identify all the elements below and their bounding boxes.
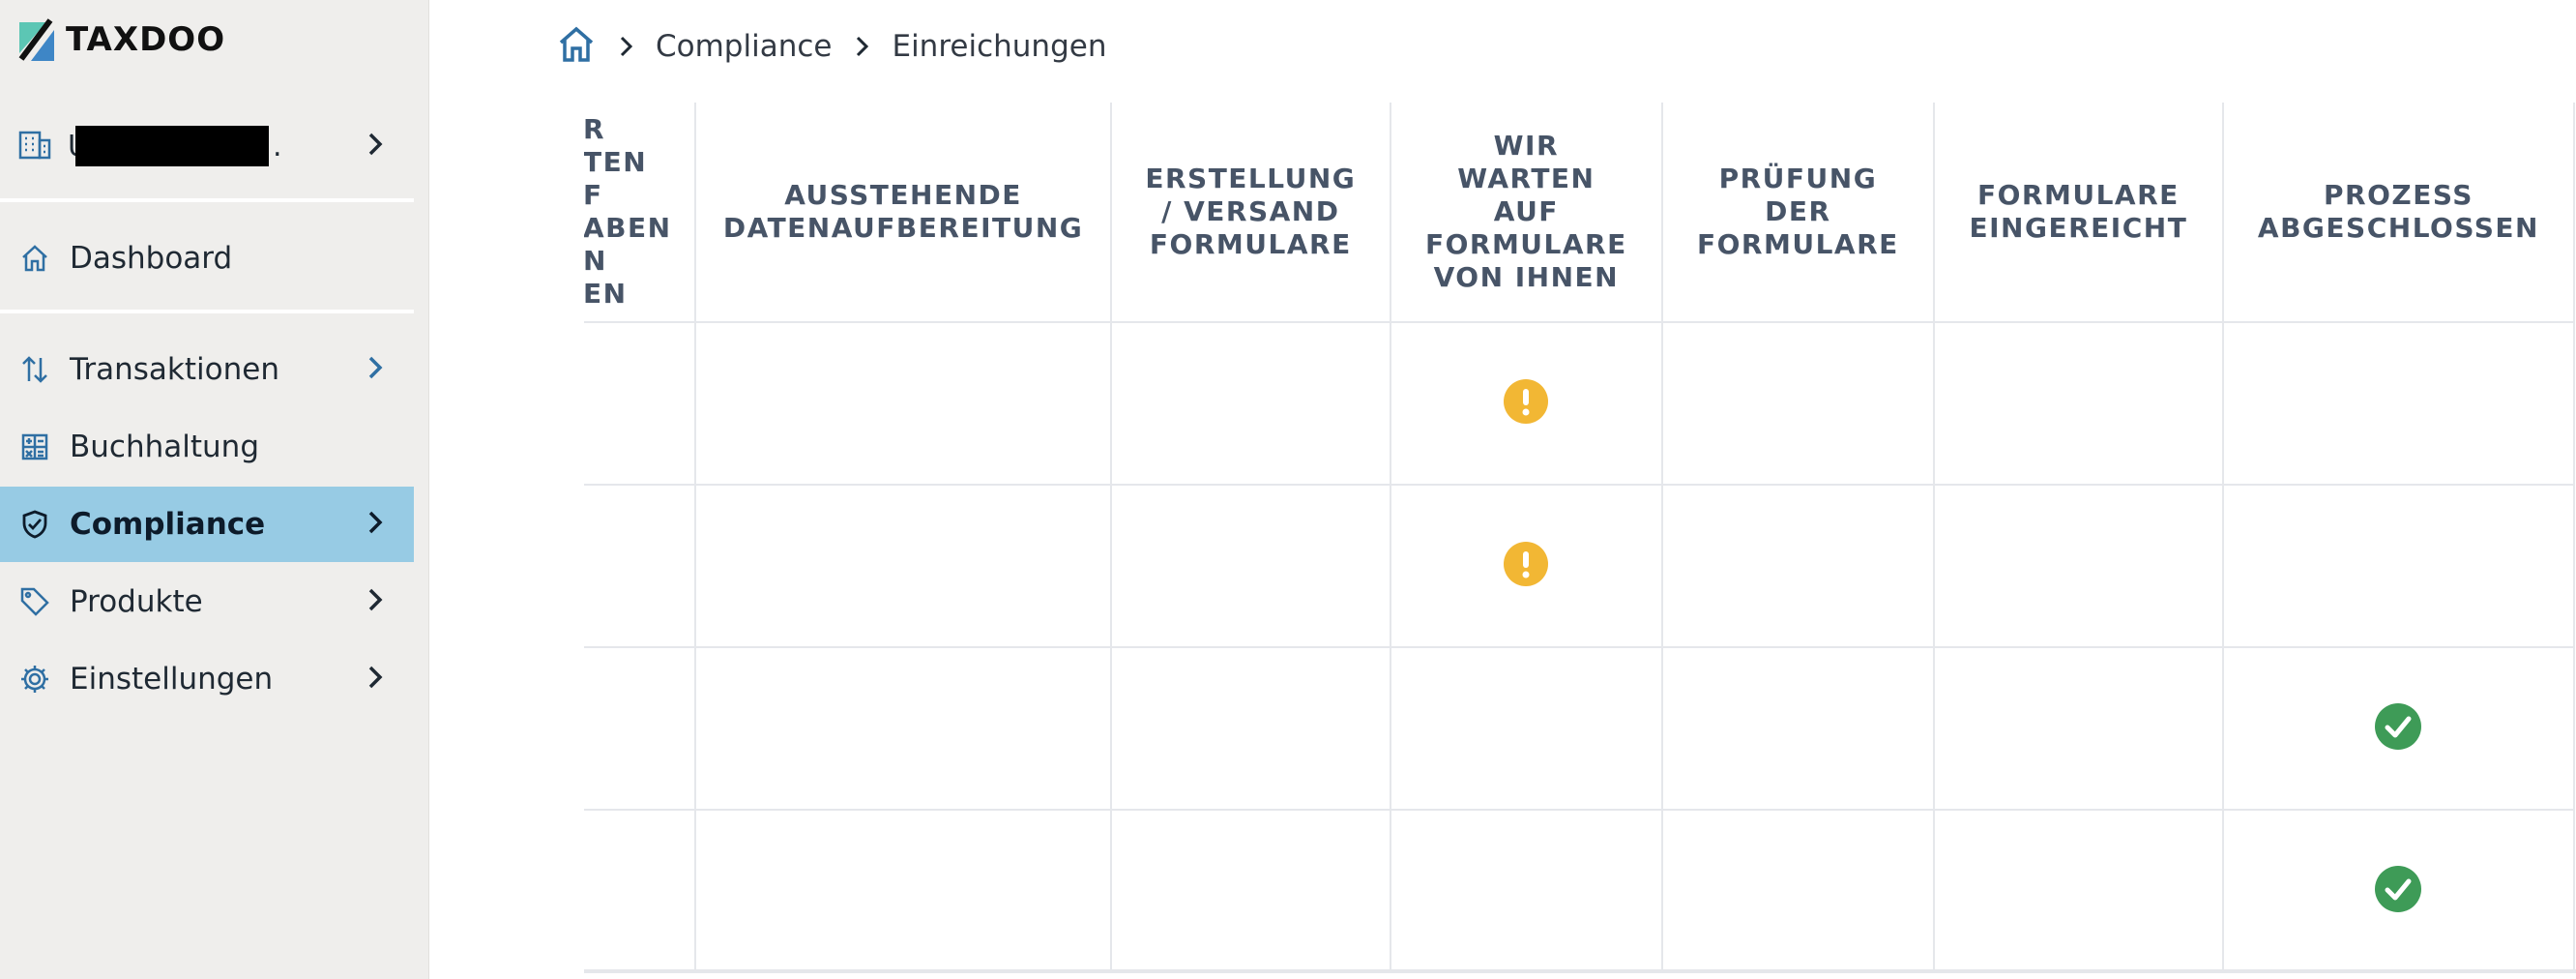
- chevron-right-icon: [366, 509, 385, 540]
- sidebar-item-label: Compliance: [70, 507, 266, 542]
- table-cell: [1661, 647, 1935, 811]
- table-cell: [1110, 485, 1391, 648]
- table-cell: [1110, 810, 1391, 973]
- table-row[interactable]: [584, 485, 2576, 648]
- status-table: R TEN F ABEN N EN AUSSTEHENDE DATENAUFBE…: [584, 103, 2576, 973]
- breadcrumb-einreichungen: Einreichungen: [892, 29, 1107, 64]
- table-cell: [695, 485, 1112, 648]
- table-cell: [2222, 810, 2576, 973]
- column-header-label: PROZESS ABGESCHLOSSEN: [2257, 179, 2539, 244]
- warning-icon[interactable]: [1504, 379, 1549, 428]
- sidebar-item-dashboard[interactable]: Dashboard: [0, 221, 414, 296]
- column-header-label: R TEN F ABEN N EN: [584, 113, 672, 310]
- table-cell: [2222, 322, 2576, 486]
- sidebar: TAXDOO U . Dashboard: [0, 0, 429, 979]
- table-cell: [1933, 810, 2224, 973]
- column-header-wir-warten: WIR WARTEN AUF FORMULARE VON IHNEN: [1390, 103, 1663, 323]
- column-header-abgeschlossen: PROZESS ABGESCHLOSSEN: [2222, 103, 2576, 323]
- home-icon: [17, 241, 52, 276]
- chevron-right-icon: [366, 131, 385, 162]
- column-header-partial: R TEN F ABEN N EN: [584, 103, 697, 323]
- table-cell: [2222, 647, 2576, 811]
- submissions-table[interactable]: R TEN F ABEN N EN AUSSTEHENDE DATENAUFBE…: [584, 103, 2576, 973]
- column-header-label: WIR WARTEN AUF FORMULARE VON IHNEN: [1424, 130, 1627, 293]
- home-icon[interactable]: [557, 25, 596, 68]
- sidebar-divider: [0, 310, 414, 313]
- table-cell: [1110, 647, 1391, 811]
- table-row[interactable]: [584, 322, 2576, 486]
- table-cell: [584, 647, 697, 811]
- column-header-label: AUSSTEHENDE DATENAUFBEREITUNG: [722, 179, 1084, 244]
- breadcrumb-compliance[interactable]: Compliance: [656, 29, 833, 64]
- table-cell: [584, 485, 697, 648]
- table-cell: [1933, 322, 2224, 486]
- column-header-pruefung: PRÜFUNG DER FORMULARE: [1661, 103, 1935, 323]
- sidebar-item-label: Produkte: [70, 584, 203, 619]
- table-bottom-border: [584, 969, 2576, 973]
- taxdoo-logo[interactable]: TAXDOO: [17, 15, 225, 64]
- chevron-right-icon: [366, 354, 385, 385]
- chevron-right-icon: [855, 35, 870, 58]
- sidebar-item-produkte[interactable]: Produkte: [0, 564, 414, 639]
- sidebar-item-buchhaltung[interactable]: Buchhaltung: [0, 409, 414, 485]
- table-cell: [584, 322, 697, 486]
- transfer-arrows-icon: [17, 352, 52, 387]
- column-header-eingereicht: FORMULARE EINGEREICHT: [1933, 103, 2224, 323]
- chevron-right-icon: [619, 35, 634, 58]
- tag-icon: [17, 584, 52, 619]
- table-cell: [695, 647, 1112, 811]
- sidebar-item-label: Dashboard: [70, 241, 233, 276]
- column-header-ausstehende-datenaufbereitung: AUSSTEHENDE DATENAUFBEREITUNG: [695, 103, 1112, 323]
- table-cell: [1390, 485, 1663, 648]
- organization-name-suffix: .: [273, 129, 282, 163]
- column-header-erstellung-versand: ERSTELLUNG / VERSAND FORMULARE: [1110, 103, 1391, 323]
- chevron-right-icon: [366, 664, 385, 695]
- calculator-icon: [17, 430, 52, 464]
- gear-icon: [17, 662, 52, 697]
- chevron-right-icon: [366, 586, 385, 617]
- table-cell: [1933, 485, 2224, 648]
- shield-check-icon: [17, 507, 52, 542]
- sidebar-item-transaktionen[interactable]: Transaktionen: [0, 332, 414, 407]
- check-circle-icon[interactable]: [2375, 703, 2422, 754]
- table-cell: [695, 322, 1112, 486]
- table-cell: [584, 810, 697, 973]
- building-icon: [17, 127, 52, 165]
- redaction-box: [75, 125, 269, 166]
- organization-name: U .: [68, 125, 282, 166]
- sidebar-item-compliance[interactable]: Compliance: [0, 487, 414, 562]
- sidebar-item-label: Einstellungen: [70, 662, 274, 697]
- table-cell: [1390, 647, 1663, 811]
- table-cell: [1390, 810, 1663, 973]
- column-header-label: FORMULARE EINGEREICHT: [1969, 179, 2188, 244]
- table-cell: [1661, 322, 1935, 486]
- breadcrumb: Compliance Einreichungen: [557, 19, 1106, 74]
- table-row[interactable]: [584, 647, 2576, 811]
- table-row[interactable]: [584, 810, 2576, 973]
- sidebar-item-label: Buchhaltung: [70, 430, 259, 464]
- sidebar-item-label: Transaktionen: [70, 352, 279, 387]
- check-circle-icon[interactable]: [2375, 866, 2422, 916]
- table-cell: [1110, 322, 1391, 486]
- table-cell: [2222, 485, 2576, 648]
- warning-icon[interactable]: [1504, 542, 1549, 590]
- organization-selector[interactable]: U .: [0, 116, 414, 176]
- taxdoo-logo-mark-icon: [18, 18, 54, 61]
- sidebar-divider: [0, 198, 414, 202]
- column-header-label: PRÜFUNG DER FORMULARE: [1696, 163, 1899, 260]
- table-cell: [1390, 322, 1663, 486]
- table-cell: [1661, 485, 1935, 648]
- column-header-label: ERSTELLUNG / VERSAND FORMULARE: [1145, 163, 1357, 260]
- table-cell: [1933, 647, 2224, 811]
- logo-text: TAXDOO: [66, 20, 226, 59]
- table-cell: [695, 810, 1112, 973]
- sidebar-item-einstellungen[interactable]: Einstellungen: [0, 641, 414, 717]
- table-cell: [1661, 810, 1935, 973]
